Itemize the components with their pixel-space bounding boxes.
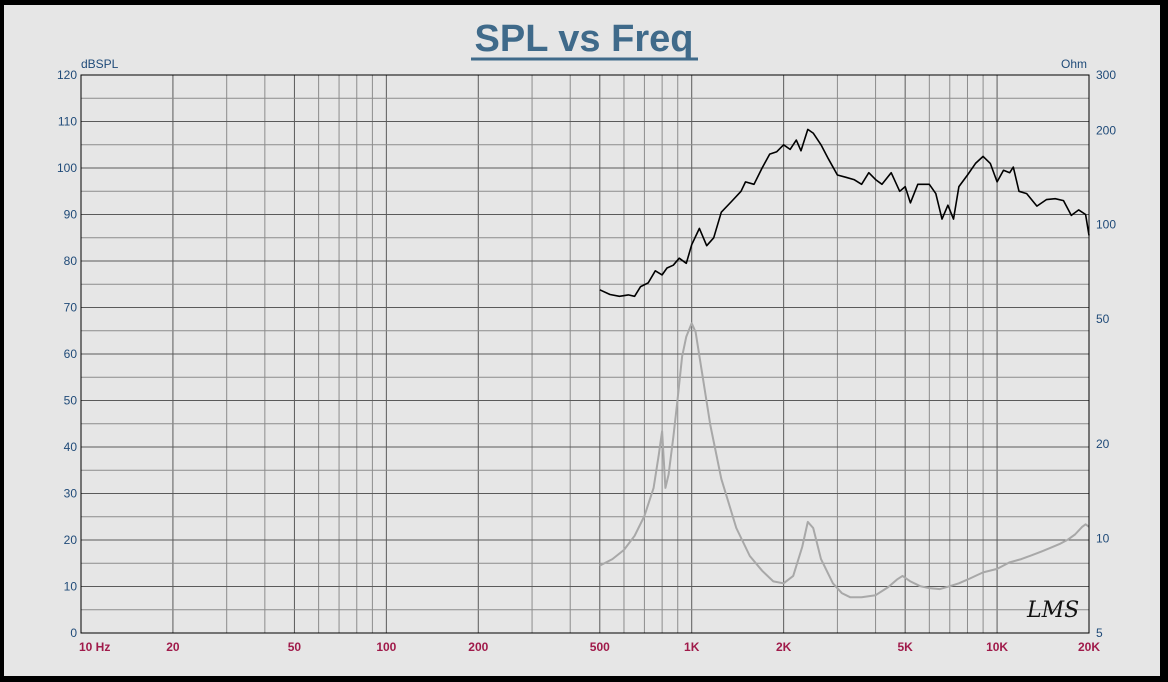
left-tick-label: 100 (57, 161, 77, 175)
chart-frame: SPL vs Freq dBSPL Ohm 0 10 20 30 40 50 60 70 80 9… (4, 5, 1160, 676)
left-axis: 0 10 20 30 40 50 60 70 80 90 100 110 120 (57, 68, 77, 640)
right-tick-label: 300 (1096, 68, 1116, 82)
left-tick-label: 70 (64, 301, 78, 315)
x-axis: 10 Hz 20 50 100 200 500 1K 2K 5K 10K 20K (79, 640, 1100, 654)
chart-title: SPL vs Freq (475, 18, 694, 60)
lms-watermark: LMS (1026, 598, 1079, 623)
x-tick-label: 50 (288, 640, 302, 654)
x-tick-label: 10 Hz (79, 640, 110, 654)
grid (81, 75, 1089, 633)
right-axis-label: Ohm (1061, 57, 1087, 71)
left-tick-label: 40 (64, 440, 78, 454)
left-tick-label: 50 (64, 394, 78, 408)
right-tick-label: 100 (1096, 218, 1116, 232)
chart: SPL vs Freq dBSPL Ohm 0 10 20 30 40 50 60 70 80 9… (57, 18, 1116, 654)
plot-border (80, 74, 1090, 634)
left-tick-label: 90 (64, 208, 78, 222)
left-tick-label: 80 (64, 254, 78, 268)
x-tick-label: 2K (776, 640, 792, 654)
x-tick-label: 1K (684, 640, 700, 654)
x-tick-label: 5K (897, 640, 913, 654)
right-tick-label: 200 (1096, 123, 1116, 137)
spl-curve (599, 128, 1090, 298)
left-tick-label: 20 (64, 533, 78, 547)
left-tick-label: 110 (58, 115, 77, 129)
impedance-curve (599, 322, 1090, 599)
left-tick-label: 120 (57, 68, 77, 82)
left-tick-label: 30 (64, 487, 78, 501)
x-tick-label: 20 (166, 640, 180, 654)
x-tick-label: 200 (468, 640, 488, 654)
x-tick-label: 100 (376, 640, 396, 654)
left-tick-label: 0 (70, 626, 77, 640)
series-layer (599, 128, 1090, 599)
right-tick-label: 50 (1096, 312, 1110, 326)
x-tick-label: 10K (986, 640, 1008, 654)
x-tick-label: 20K (1078, 640, 1100, 654)
right-tick-label: 20 (1096, 437, 1110, 451)
left-axis-label: dBSPL (81, 57, 119, 71)
left-tick-label: 60 (64, 347, 78, 361)
right-axis: 5 10 20 50 100 200 300 (1096, 68, 1116, 640)
right-tick-label: 10 (1096, 532, 1110, 546)
right-tick-label: 5 (1096, 626, 1103, 640)
x-tick-label: 500 (590, 640, 610, 654)
left-tick-label: 10 (64, 580, 78, 594)
